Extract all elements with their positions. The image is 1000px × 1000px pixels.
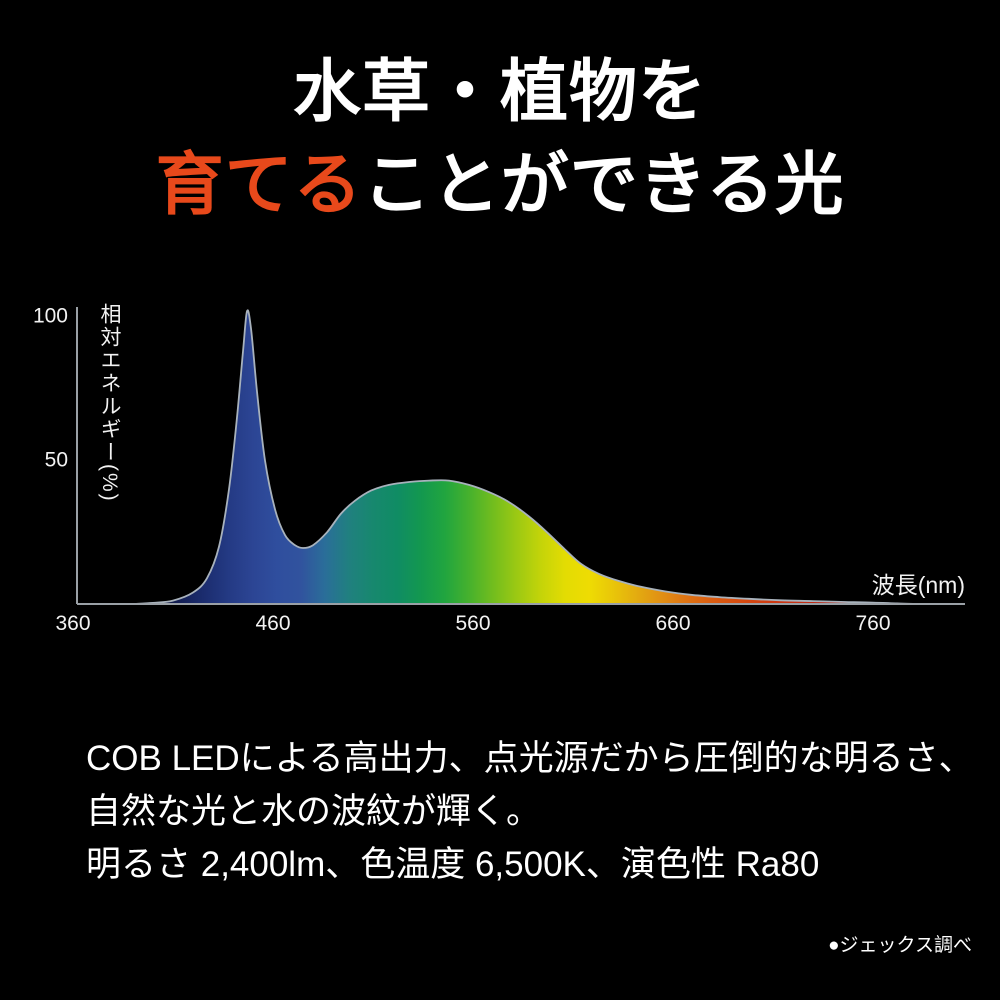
y-axis-title: 相対エネルギー(%) (98, 303, 121, 503)
source-note: ●ジェックス調べ (828, 935, 972, 956)
body-line1: COB LEDによる高出力、点光源だから圧倒的な明るさ、 (86, 739, 974, 778)
x-tick-label: 460 (255, 612, 291, 635)
body-line2: 自然な光と水の波紋が輝く。 (86, 792, 542, 831)
spectrum-outline (132, 309, 918, 605)
body-line3: 明るさ 2,400lm、色温度 6,500K、演色性 Ra80 (86, 845, 820, 884)
x-tick-label: 560 (455, 612, 491, 635)
x-tick-label: 760 (855, 612, 891, 635)
headline-highlight: 育てる (155, 147, 363, 223)
y-tick-label: 50 (44, 448, 68, 472)
body-copy: COB LEDによる高出力、点光源だから圧倒的な明るさ、 自然な光と水の波紋が輝… (86, 732, 974, 891)
headline-line1: 水草・植物を (292, 54, 707, 130)
y-tick-label: 100 (32, 304, 68, 328)
headline-line2-rest: ことができる光 (362, 147, 845, 223)
headline-line2: 育てることができる光 (0, 139, 1000, 232)
headline: 水草・植物を 育てることができる光 (0, 46, 1000, 232)
x-tick-label: 360 (55, 612, 91, 635)
x-tick-label: 660 (655, 612, 691, 635)
spectrum-area (133, 310, 917, 604)
x-axis-title: 波長(nm) (871, 572, 965, 598)
